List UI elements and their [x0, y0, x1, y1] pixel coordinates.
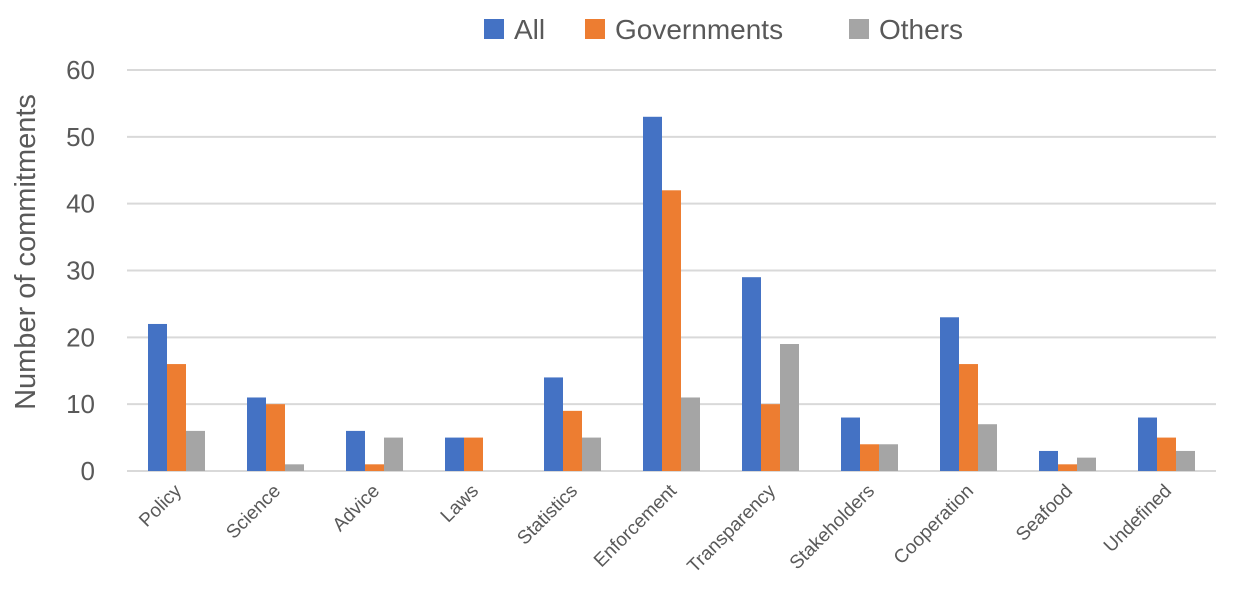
x-category-label: Transparency: [684, 480, 781, 577]
legend-label: Others: [879, 14, 963, 45]
bar-others-enforcement: [681, 397, 700, 471]
bar-all-stakeholders: [841, 417, 860, 471]
bar-all-statistics: [544, 377, 563, 471]
bar-governments-statistics: [563, 410, 582, 471]
x-axis-categories: Policy Science Advice Laws Statistics Enforce…: [135, 480, 1176, 577]
bar-others-advice: [384, 437, 403, 471]
bar-governments-seafood: [1058, 464, 1077, 471]
x-category-label: Advice: [329, 481, 384, 536]
y-axis-title: Number of commitments: [10, 94, 42, 410]
bar-others-undefined: [1176, 450, 1195, 471]
y-axis-ticks: 0 10 20 30 40 50 60: [66, 55, 95, 486]
legend-label: Governments: [615, 14, 783, 45]
y-tick-label: 30: [66, 256, 95, 286]
bar-others-statistics: [582, 437, 601, 471]
bar-all-advice: [346, 430, 365, 471]
x-category-label: Statistics: [513, 481, 582, 550]
bar-all-cooperation: [940, 317, 959, 471]
y-tick-label: 40: [66, 189, 95, 219]
x-category-label: Cooperation: [890, 481, 978, 569]
bar-all-transparency: [742, 277, 761, 471]
bar-others-stakeholders: [879, 444, 898, 471]
bar-governments-laws: [464, 437, 483, 471]
bar-all-laws: [445, 437, 464, 471]
legend-swatch-all: [484, 19, 504, 39]
bar-others-cooperation: [978, 424, 997, 471]
legend-swatch-governments: [585, 19, 605, 39]
y-tick-label: 10: [66, 389, 95, 419]
bar-governments-science: [266, 404, 285, 471]
y-tick-label: 60: [66, 55, 95, 85]
bar-all-policy: [148, 323, 167, 471]
legend-swatch-others: [849, 19, 869, 39]
bar-all-science: [247, 397, 266, 471]
bar-all-seafood: [1039, 450, 1058, 471]
x-category-label: Enforcement: [590, 480, 682, 572]
bar-others-transparency: [780, 344, 799, 471]
y-tick-label: 0: [81, 456, 95, 486]
legend-label: All: [514, 14, 545, 45]
x-category-label: Policy: [135, 480, 186, 531]
bar-governments-stakeholders: [860, 444, 879, 471]
x-category-label: Science: [222, 481, 285, 544]
y-tick-label: 20: [66, 322, 95, 352]
bar-all-enforcement: [643, 116, 662, 472]
x-category-label: Stakeholders: [786, 481, 879, 574]
bars: [148, 116, 1195, 472]
bar-governments-advice: [365, 464, 384, 471]
bar-governments-transparency: [761, 404, 780, 471]
x-category-label: Seafood: [1012, 481, 1077, 546]
bar-governments-enforcement: [662, 190, 681, 472]
y-tick-label: 50: [66, 122, 95, 152]
x-category-label: Undefined: [1100, 481, 1176, 557]
bar-governments-cooperation: [959, 364, 978, 471]
bar-governments-undefined: [1157, 437, 1176, 471]
x-category-label: Laws: [437, 481, 483, 527]
bar-others-seafood: [1077, 457, 1096, 471]
bar-others-science: [285, 464, 304, 471]
legend: All Governments Others: [484, 14, 963, 45]
bar-governments-policy: [167, 364, 186, 471]
bar-all-undefined: [1138, 417, 1157, 471]
bar-others-policy: [186, 430, 205, 471]
